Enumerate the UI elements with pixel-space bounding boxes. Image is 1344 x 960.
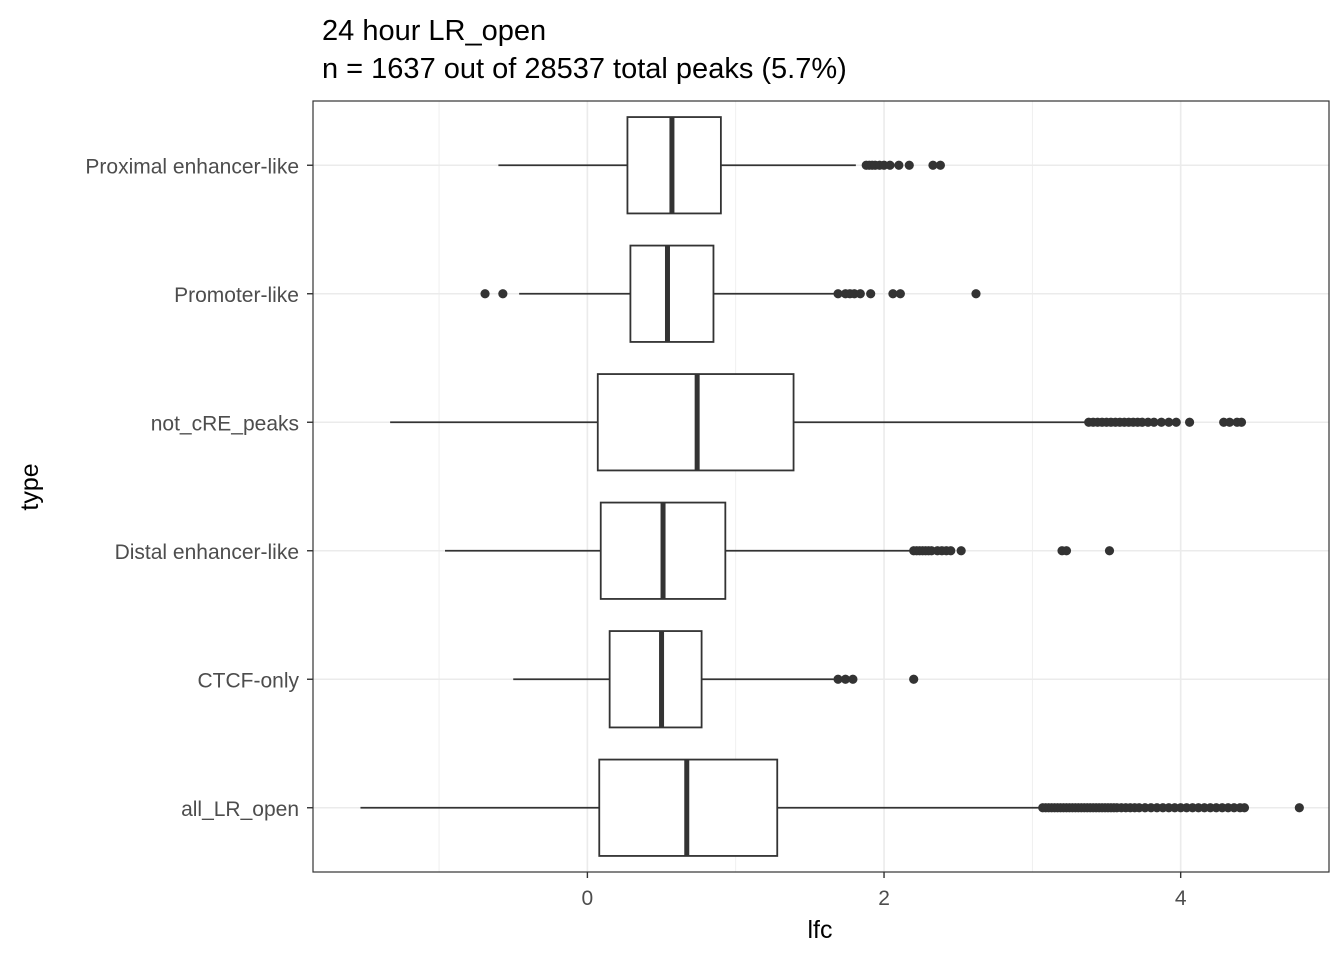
outlier-point: [480, 289, 490, 299]
outlier-point: [888, 289, 898, 299]
outlier-point: [885, 160, 895, 170]
outlier-point: [956, 546, 966, 556]
outlier-point: [895, 289, 905, 299]
outlier-point: [904, 160, 914, 170]
outlier-point: [909, 674, 919, 684]
axes: Proximal enhancer-like Promoter-like not_c…: [85, 155, 1186, 910]
box-proximal-enhancer-like: [498, 116, 945, 215]
outlier-point: [1184, 417, 1195, 427]
y-axis-title: type: [16, 463, 44, 510]
box-not-cre-peaks: [390, 373, 1247, 472]
outlier-point: [1156, 417, 1166, 427]
outlier-point: [840, 674, 851, 684]
grid-lines: [313, 101, 1329, 872]
y-tick-label: all_LR_open: [181, 798, 299, 821]
box-distal-enhancer-like: [445, 501, 1115, 600]
outlier-point: [1239, 803, 1250, 813]
box-ctcf-only: [513, 630, 919, 729]
outlier-point: [1171, 417, 1181, 427]
outlier-point: [946, 546, 956, 556]
y-tick-label: Proximal enhancer-like: [85, 155, 299, 178]
outlier-point: [935, 160, 945, 170]
outlier-point: [833, 289, 843, 299]
outlier-point: [848, 674, 858, 684]
y-tick-label: Distal enhancer-like: [115, 541, 299, 564]
outlier-point: [866, 289, 876, 299]
outlier-point: [971, 289, 981, 299]
outlier-point: [894, 160, 904, 170]
y-tick-label: CTCF-only: [197, 669, 299, 692]
box-all-lr-open: [360, 758, 1304, 857]
outlier-point: [1149, 417, 1159, 427]
outlier-point: [498, 289, 508, 299]
outlier-point: [1164, 417, 1174, 427]
chart-title: 24 hour LR_open: [322, 15, 546, 47]
boxes: [360, 116, 1304, 857]
outlier-point: [1236, 417, 1247, 427]
x-tick-label: 2: [878, 887, 890, 910]
box-promoter-like: [480, 244, 981, 343]
outlier-point: [833, 674, 843, 684]
outlier-point: [1225, 417, 1235, 427]
y-tick-label: not_cRE_peaks: [151, 412, 299, 435]
x-tick-label: 4: [1175, 887, 1187, 910]
outlier-point: [1061, 546, 1072, 556]
chart-subtitle: n = 1637 out of 28537 total peaks (5.7%): [322, 53, 847, 85]
x-axis-title: lfc: [808, 916, 833, 944]
box-iqr: [608, 630, 703, 729]
outlier-point: [1104, 546, 1115, 556]
outlier-point: [855, 289, 865, 299]
outlier-point: [928, 160, 938, 170]
panel-border: [312, 100, 1330, 873]
y-tick-label: Promoter-like: [174, 284, 299, 307]
box-iqr: [629, 244, 715, 343]
x-tick-label: 0: [582, 887, 594, 910]
outlier-point: [1294, 803, 1304, 813]
